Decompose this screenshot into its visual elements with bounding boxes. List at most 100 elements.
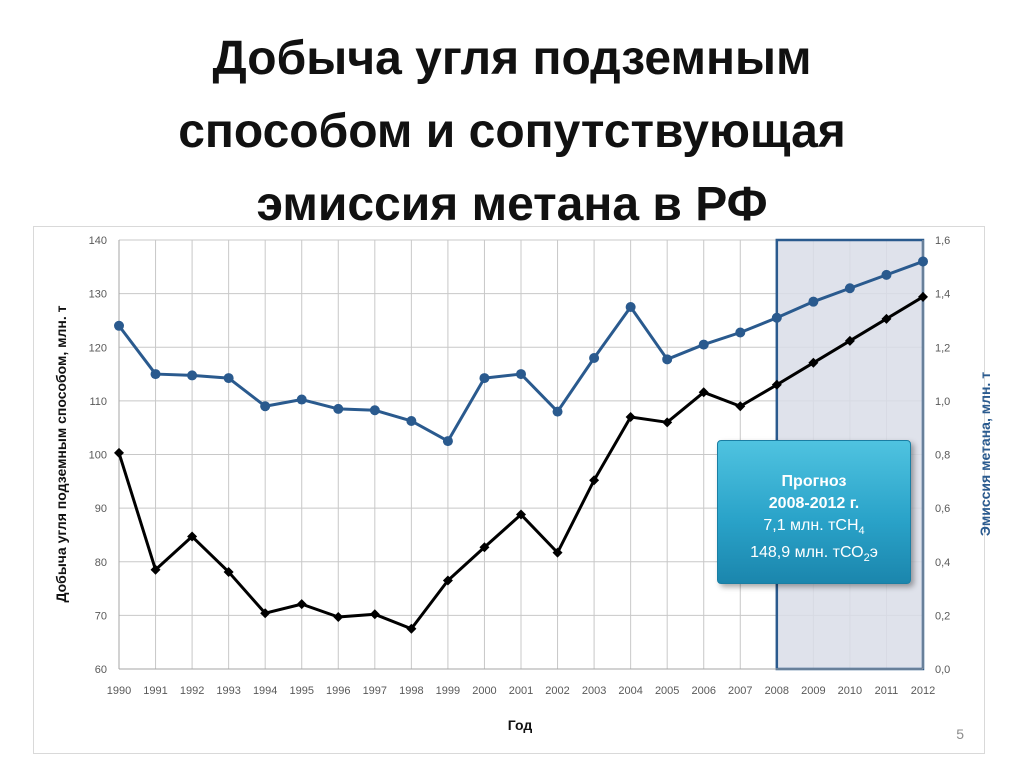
coal-data-point	[662, 417, 673, 428]
coal-data-point	[625, 411, 636, 422]
methane-data-point	[808, 296, 819, 307]
x-tick-label: 2009	[801, 685, 825, 697]
methane-data-point	[296, 394, 307, 405]
forecast-title: Прогноз	[781, 473, 847, 490]
y-axis-label: Добыча угля подземным способом, млн. т	[53, 305, 69, 602]
coal-data-point	[698, 387, 709, 398]
x-tick-label: 2001	[509, 685, 533, 697]
methane-data-point	[552, 406, 563, 417]
coal-data-point	[552, 547, 563, 558]
x-tick-label: 1996	[326, 685, 350, 697]
forecast-callout: Прогноз 2008-2012 г. 7,1 млн. тСН4 148,9…	[717, 440, 911, 584]
methane-data-point	[369, 405, 380, 416]
y2-tick-label: 1,6	[935, 235, 950, 247]
methane-data-point	[333, 403, 344, 414]
methane-data-point	[442, 436, 453, 447]
methane-data-point	[516, 369, 526, 380]
y2-tick-label: 1,2	[935, 342, 950, 354]
coal-data-point	[442, 575, 453, 586]
methane-data-point	[187, 370, 198, 381]
coal-data-point	[223, 566, 234, 577]
methane-data-point	[881, 269, 892, 280]
methane-data-point	[625, 302, 636, 313]
coal-data-point	[735, 401, 746, 412]
y-tick-label: 110	[89, 396, 107, 408]
forecast-period: 2008-2012 г.	[768, 495, 860, 512]
y2-tick-label: 0,0	[935, 664, 950, 676]
coal-data-point	[881, 313, 892, 324]
methane-data-point	[479, 373, 490, 384]
series	[114, 256, 928, 634]
x-tick-label: 2007	[728, 685, 752, 697]
y2-tick-label: 0,4	[935, 557, 950, 569]
y-tick-label: 70	[95, 610, 107, 622]
forecast-co2: 148,9 млн. тСО2э	[718, 542, 910, 569]
x-tick-label: 2008	[765, 685, 789, 697]
x-axis-label: Год	[508, 717, 533, 733]
forecast-ch4-sub: 4	[858, 525, 865, 538]
methane-data-point	[662, 354, 673, 365]
x-tick-label: 2005	[655, 685, 679, 697]
y2-tick-label: 1,0	[935, 396, 950, 408]
axes: 60 70 80 90 100 110 120 130 140 0,0 0,2 0,4 0,6 0,8 1,…	[89, 235, 951, 697]
y2-tick-label: 0,8	[935, 450, 950, 462]
x-tick-label: 1993	[216, 685, 240, 697]
coal-data-point	[260, 608, 271, 619]
forecast-co2-sub: 2	[863, 552, 870, 565]
coal-data-point	[918, 291, 928, 302]
x-tick-label: 1995	[289, 685, 313, 697]
y2-tick-label: 0,6	[935, 503, 950, 515]
x-tick-label: 1997	[363, 685, 387, 697]
y-tick-label: 140	[89, 235, 107, 247]
slide-title: Добыча угля подземным способом и сопутст…	[0, 22, 1024, 241]
title-line-2: способом и сопутствующая	[178, 105, 846, 158]
y-tick-label: 90	[95, 503, 107, 515]
x-tick-label: 2004	[618, 685, 642, 697]
x-tick-label: 2002	[545, 685, 569, 697]
x-tick-label: 2011	[875, 685, 899, 697]
y2-axis-label: Эмиссия метана, млн. т	[977, 372, 993, 536]
coal-data-point	[479, 542, 490, 553]
x-tick-label: 2006	[691, 685, 715, 697]
coal-data-point	[187, 531, 198, 542]
methane-data-point	[698, 339, 709, 350]
x-tick-label: 1994	[253, 685, 277, 697]
title-line-3: эмиссия метана в РФ	[256, 178, 768, 231]
page-number: 5	[956, 726, 964, 742]
y2-tick-label: 0,2	[935, 610, 950, 622]
coal-data-point	[808, 357, 819, 368]
methane-data-point	[150, 369, 161, 380]
x-tick-label: 2012	[911, 685, 935, 697]
methane-data-point	[918, 256, 928, 267]
methane-data-point	[260, 401, 271, 412]
coal-data-point	[333, 611, 344, 622]
x-tick-label: 1992	[180, 685, 204, 697]
coal-data-point	[150, 564, 161, 575]
coal-data-point	[771, 379, 782, 390]
coal-data-point	[114, 447, 124, 458]
coal-data-point	[516, 509, 526, 520]
coal-data-point	[844, 335, 855, 346]
x-tick-label: 1998	[399, 685, 423, 697]
y-tick-label: 80	[95, 557, 107, 569]
methane-data-point	[406, 415, 417, 426]
x-tick-label: 2003	[582, 685, 606, 697]
y2-tick-label: 1,4	[935, 289, 950, 301]
forecast-ch4: 7,1 млн. тСН4	[718, 515, 910, 542]
y-tick-label: 100	[89, 450, 107, 462]
x-tick-label: 1999	[436, 685, 460, 697]
forecast-co2-text: 148,9 млн. тСО	[750, 544, 864, 562]
forecast-co2-suffix: э	[869, 544, 878, 562]
methane-data-point	[114, 320, 124, 331]
coal-data-point	[296, 599, 307, 610]
coal-data-point	[369, 609, 380, 620]
methane-data-point	[844, 283, 855, 294]
methane-data-point	[589, 352, 600, 363]
methane-data-point	[735, 327, 746, 338]
x-tick-label: 2010	[838, 685, 862, 697]
forecast-ch4-text: 7,1 млн. тСН	[763, 517, 859, 534]
x-tick-label: 1990	[107, 685, 131, 697]
y-tick-label: 60	[95, 664, 107, 676]
